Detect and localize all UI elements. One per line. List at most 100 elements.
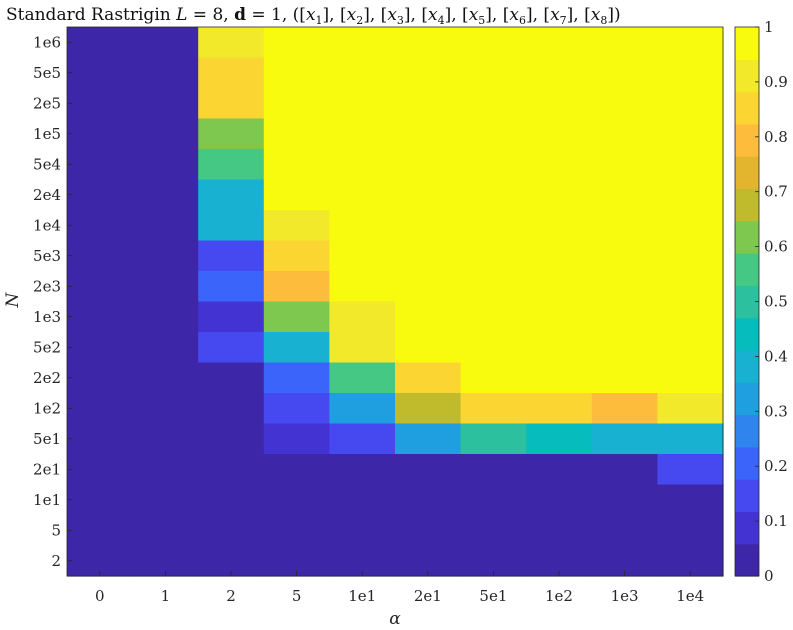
- colorbar-segment: [735, 479, 759, 513]
- heatmap-cell: [263, 393, 330, 425]
- heatmap-cell: [395, 301, 462, 333]
- x-tick-label: 1e4: [676, 587, 704, 605]
- x-tick-label: 5: [292, 587, 302, 605]
- x-axis-label: α: [389, 609, 401, 629]
- heatmap-cell: [657, 515, 724, 547]
- y-tick-label: 2e1: [33, 460, 61, 478]
- heatmap-cell: [263, 423, 330, 455]
- heatmap-cell: [591, 271, 658, 303]
- heatmap-cell: [591, 393, 658, 425]
- heatmap-cell: [329, 210, 396, 242]
- heatmap-cell: [657, 118, 724, 150]
- heatmap-cell: [460, 301, 527, 333]
- y-tick-label: 1e4: [33, 216, 61, 234]
- y-tick-label: 2e2: [33, 369, 61, 387]
- x-tick-label: 0: [95, 587, 105, 605]
- heatmap-cell: [198, 179, 265, 211]
- colorbar-segment: [735, 27, 759, 60]
- colorbar-tick-label: 1: [764, 18, 774, 36]
- heatmap-cell: [395, 362, 462, 394]
- heatmap-cell: [460, 271, 527, 303]
- colorbar-tick-label: 0.7: [764, 183, 788, 201]
- heatmap-cell: [67, 240, 134, 272]
- heatmap-cell: [526, 27, 593, 59]
- heatmap-cell: [263, 179, 330, 211]
- heatmap-cell: [132, 240, 199, 272]
- heatmap-cell: [263, 240, 330, 272]
- heatmap-cell: [329, 88, 396, 120]
- colorbar-tick-label: 0: [764, 567, 774, 585]
- heatmap-cell: [198, 362, 265, 394]
- heatmap-cell: [395, 393, 462, 425]
- heatmap-cell: [526, 301, 593, 333]
- heatmap-cell: [198, 332, 265, 364]
- heatmap-cell: [657, 332, 724, 364]
- heatmap-cell: [67, 423, 134, 455]
- heatmap-cell: [263, 454, 330, 486]
- heatmap-cell: [591, 423, 658, 455]
- heatmap-cell: [198, 27, 265, 59]
- heatmap-cell: [657, 271, 724, 303]
- heatmap-cell: [657, 179, 724, 211]
- heatmap-cell: [591, 27, 658, 59]
- colorbar-segment: [735, 59, 759, 93]
- heatmap-cell: [591, 57, 658, 89]
- heatmap-cell: [526, 88, 593, 120]
- heatmap-cell: [526, 118, 593, 150]
- heatmap-cell: [460, 393, 527, 425]
- heatmap-cell: [67, 27, 134, 59]
- heatmap-cell: [329, 240, 396, 272]
- heatmap-cell: [460, 332, 527, 364]
- heatmap-cell: [657, 240, 724, 272]
- heatmap-cell: [132, 454, 199, 486]
- heatmap-cell: [67, 362, 134, 394]
- heatmap-cell: [263, 27, 330, 59]
- heatmap-cell: [67, 57, 134, 89]
- heatmap-cell: [329, 149, 396, 181]
- heatmap-cell: [198, 423, 265, 455]
- heatmap-cell: [67, 301, 134, 333]
- colorbar-segment: [735, 317, 759, 351]
- y-tick-label: 5: [51, 521, 61, 539]
- heatmap-cell: [657, 88, 724, 120]
- heatmap-cell: [198, 149, 265, 181]
- heatmap-cell: [526, 210, 593, 242]
- heatmap-cell: [132, 27, 199, 59]
- heatmap-cell: [657, 149, 724, 181]
- heatmap-cell: [329, 301, 396, 333]
- heatmap-cell: [263, 57, 330, 89]
- heatmap-cell: [263, 149, 330, 181]
- heatmap-cell: [263, 301, 330, 333]
- y-tick-label: 2e5: [33, 94, 61, 112]
- heatmap-cell: [263, 515, 330, 547]
- heatmap-cell: [132, 362, 199, 394]
- heatmap-cell: [263, 88, 330, 120]
- x-tick-label: 1e1: [348, 587, 376, 605]
- heatmap-cell: [263, 484, 330, 516]
- heatmap-cell: [526, 423, 593, 455]
- heatmap-cell: [395, 271, 462, 303]
- heatmap-cell: [132, 515, 199, 547]
- heatmap-cell: [460, 240, 527, 272]
- heatmap-cell: [329, 332, 396, 364]
- heatmap-cell: [526, 240, 593, 272]
- colorbar-tick-label: 0.1: [764, 512, 788, 530]
- chart-title: Standard Rastrigin L = 8, d = 1, ([x1], …: [6, 5, 621, 27]
- y-tick-label: 2: [51, 552, 61, 570]
- heatmap-cell: [132, 118, 199, 150]
- heatmap-cell: [526, 484, 593, 516]
- heatmap-cell: [591, 484, 658, 516]
- heatmap-cell: [591, 118, 658, 150]
- y-tick-labels: 1e6 5e5 2e5 1e5 5e4 2e4 1e4 5e3 2e3 1e3 5e2 2e2 1e2 5…: [33, 33, 72, 570]
- heatmap-cell: [591, 210, 658, 242]
- heatmap-cell: [132, 484, 199, 516]
- heatmap-cell: [329, 423, 396, 455]
- y-tick-label: 2e3: [33, 277, 61, 295]
- heatmap-cell: [395, 149, 462, 181]
- heatmap-cell: [395, 27, 462, 59]
- heatmap-cell: [460, 484, 527, 516]
- colorbar-segment: [735, 382, 759, 416]
- heatmap-cell: [67, 484, 134, 516]
- heatmap-cell: [132, 271, 199, 303]
- y-tick-label: 5e1: [33, 430, 61, 448]
